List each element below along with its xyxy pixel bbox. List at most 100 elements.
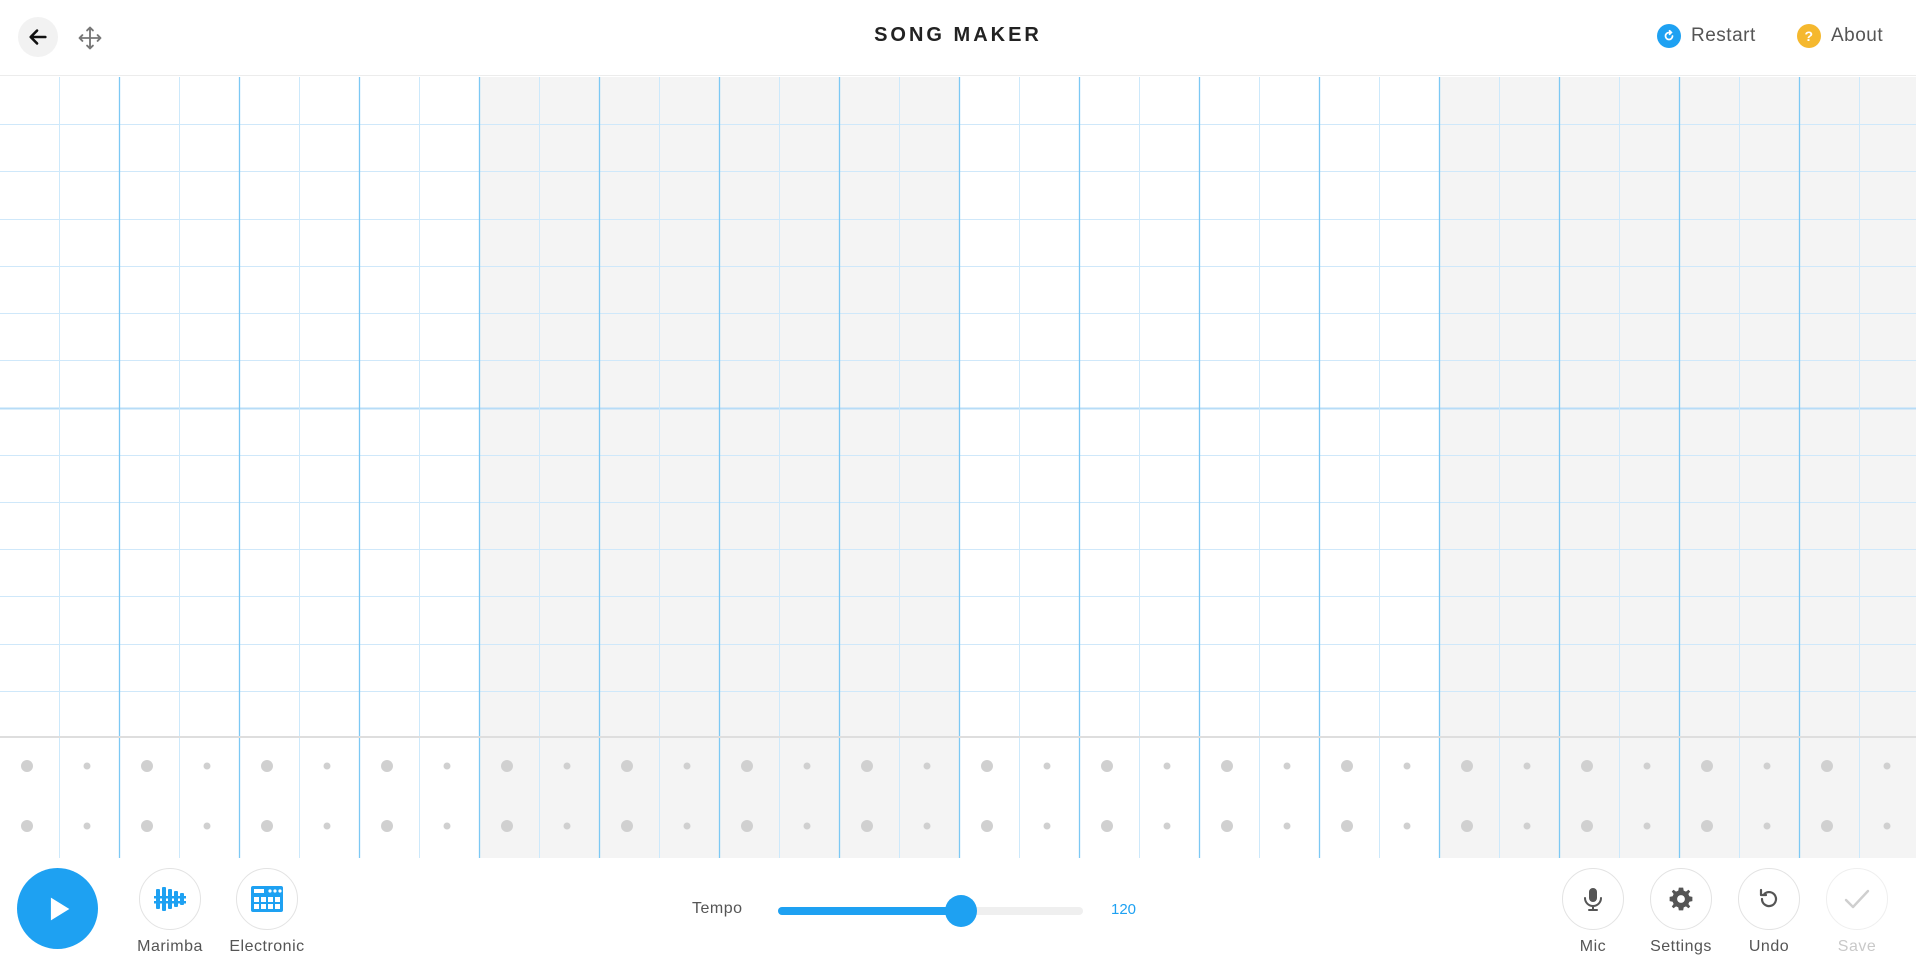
rhythm-dot <box>1821 760 1833 772</box>
restart-label: Restart <box>1691 25 1756 46</box>
back-button[interactable] <box>18 17 58 57</box>
restart-icon <box>1657 24 1681 48</box>
rhythm-dot <box>83 762 91 770</box>
rhythm-dot <box>1403 822 1411 830</box>
rhythm-dot <box>1221 760 1233 772</box>
rhythm-dot <box>1163 762 1171 770</box>
mic-button[interactable]: Mic <box>1543 868 1643 956</box>
rhythm-dot <box>1701 760 1713 772</box>
rhythm-dot <box>563 822 571 830</box>
rhythm-dot <box>1523 762 1531 770</box>
mic-label: Mic <box>1579 938 1607 955</box>
instrument-marimba-label: Marimba <box>137 938 203 955</box>
rhythm-dot <box>141 760 153 772</box>
rhythm-dot <box>1283 822 1291 830</box>
rhythm-dot <box>861 760 873 772</box>
rhythm-dot <box>1643 762 1651 770</box>
rhythm-dot <box>443 822 451 830</box>
rhythm-dot <box>261 760 273 772</box>
marimba-icon <box>154 887 186 911</box>
rhythm-dot <box>1821 820 1833 832</box>
rhythm-dot <box>1461 820 1473 832</box>
about-label: About <box>1831 25 1884 46</box>
rhythm-dot <box>1461 760 1473 772</box>
instrument-electronic-button[interactable]: Electronic <box>217 868 317 956</box>
rhythm-dot <box>1341 820 1353 832</box>
gear-icon <box>1669 887 1693 911</box>
play-icon <box>50 897 69 920</box>
settings-button[interactable]: Settings <box>1631 868 1731 956</box>
about-button[interactable]: ? About <box>1797 24 1883 48</box>
rhythm-dot <box>1101 820 1113 832</box>
rhythm-dot <box>683 762 691 770</box>
rhythm-dot <box>203 822 211 830</box>
move-arrows-icon <box>78 26 102 50</box>
instrument-electronic-label: Electronic <box>229 938 305 955</box>
bar-shade <box>1439 738 1916 858</box>
rhythm-dot <box>1643 822 1651 830</box>
rhythm-dot <box>741 760 753 772</box>
rhythm-dot <box>803 822 811 830</box>
tempo-slider[interactable] <box>778 895 1083 927</box>
rhythm-dot <box>203 762 211 770</box>
rhythm-dot <box>323 822 331 830</box>
rhythm-dot <box>1581 820 1593 832</box>
rhythm-dot <box>1701 820 1713 832</box>
rhythm-dot <box>501 760 513 772</box>
bottom-bar: Marimba Electronic Tempo <box>0 858 1916 962</box>
rhythm-dot <box>381 760 393 772</box>
rhythm-dot <box>1221 820 1233 832</box>
rhythm-dot <box>1163 822 1171 830</box>
rhythm-dot <box>683 822 691 830</box>
rhythm-dot <box>861 820 873 832</box>
play-button[interactable] <box>17 868 98 949</box>
restart-button[interactable]: Restart <box>1657 24 1756 48</box>
undo-icon <box>1759 888 1778 908</box>
question-icon: ? <box>1797 24 1821 48</box>
rhythm-dot <box>923 762 931 770</box>
rhythm-dot <box>323 762 331 770</box>
header: SONG MAKER Restart ? About <box>0 0 1916 76</box>
rhythm-dot <box>1581 760 1593 772</box>
rhythm-dot <box>1883 762 1891 770</box>
undo-label: Undo <box>1748 938 1790 955</box>
rhythm-dot <box>741 820 753 832</box>
undo-button[interactable]: Undo <box>1719 868 1819 956</box>
rhythm-dot <box>981 820 993 832</box>
tempo-slider-thumb[interactable] <box>945 895 977 927</box>
mic-icon <box>1584 888 1602 911</box>
check-icon <box>1844 889 1870 909</box>
rhythm-dot <box>1763 762 1771 770</box>
drum-machine-icon <box>251 886 283 912</box>
rhythm-dot <box>621 820 633 832</box>
rhythm-dot <box>21 820 33 832</box>
rhythm-dot <box>621 760 633 772</box>
rhythm-dot <box>1403 762 1411 770</box>
melody-grid[interactable] <box>0 77 1916 738</box>
rhythm-dot <box>803 762 811 770</box>
save-button[interactable]: Save <box>1807 868 1907 956</box>
arrow-left-icon <box>29 29 47 45</box>
page-title: SONG MAKER <box>874 24 1042 46</box>
rhythm-dot <box>1883 822 1891 830</box>
rhythm-dot <box>1341 760 1353 772</box>
rhythm-dot <box>443 762 451 770</box>
rhythm-dot <box>261 820 273 832</box>
rhythm-dot <box>1283 762 1291 770</box>
rhythm-dot <box>923 822 931 830</box>
rhythm-dot <box>141 820 153 832</box>
rhythm-dot <box>381 820 393 832</box>
rhythm-dot <box>981 760 993 772</box>
rhythm-dot <box>1101 760 1113 772</box>
tempo-slider-fill <box>778 907 961 915</box>
rhythm-dot <box>1043 822 1051 830</box>
rhythm-dot <box>21 760 33 772</box>
move-button[interactable] <box>72 20 108 56</box>
instrument-marimba-button[interactable]: Marimba <box>120 868 220 956</box>
rhythm-dot <box>1043 762 1051 770</box>
rhythm-dot <box>563 762 571 770</box>
rhythm-dot <box>1523 822 1531 830</box>
settings-label: Settings <box>1650 938 1712 955</box>
rhythm-dot <box>1763 822 1771 830</box>
rhythm-grid[interactable] <box>0 738 1916 858</box>
